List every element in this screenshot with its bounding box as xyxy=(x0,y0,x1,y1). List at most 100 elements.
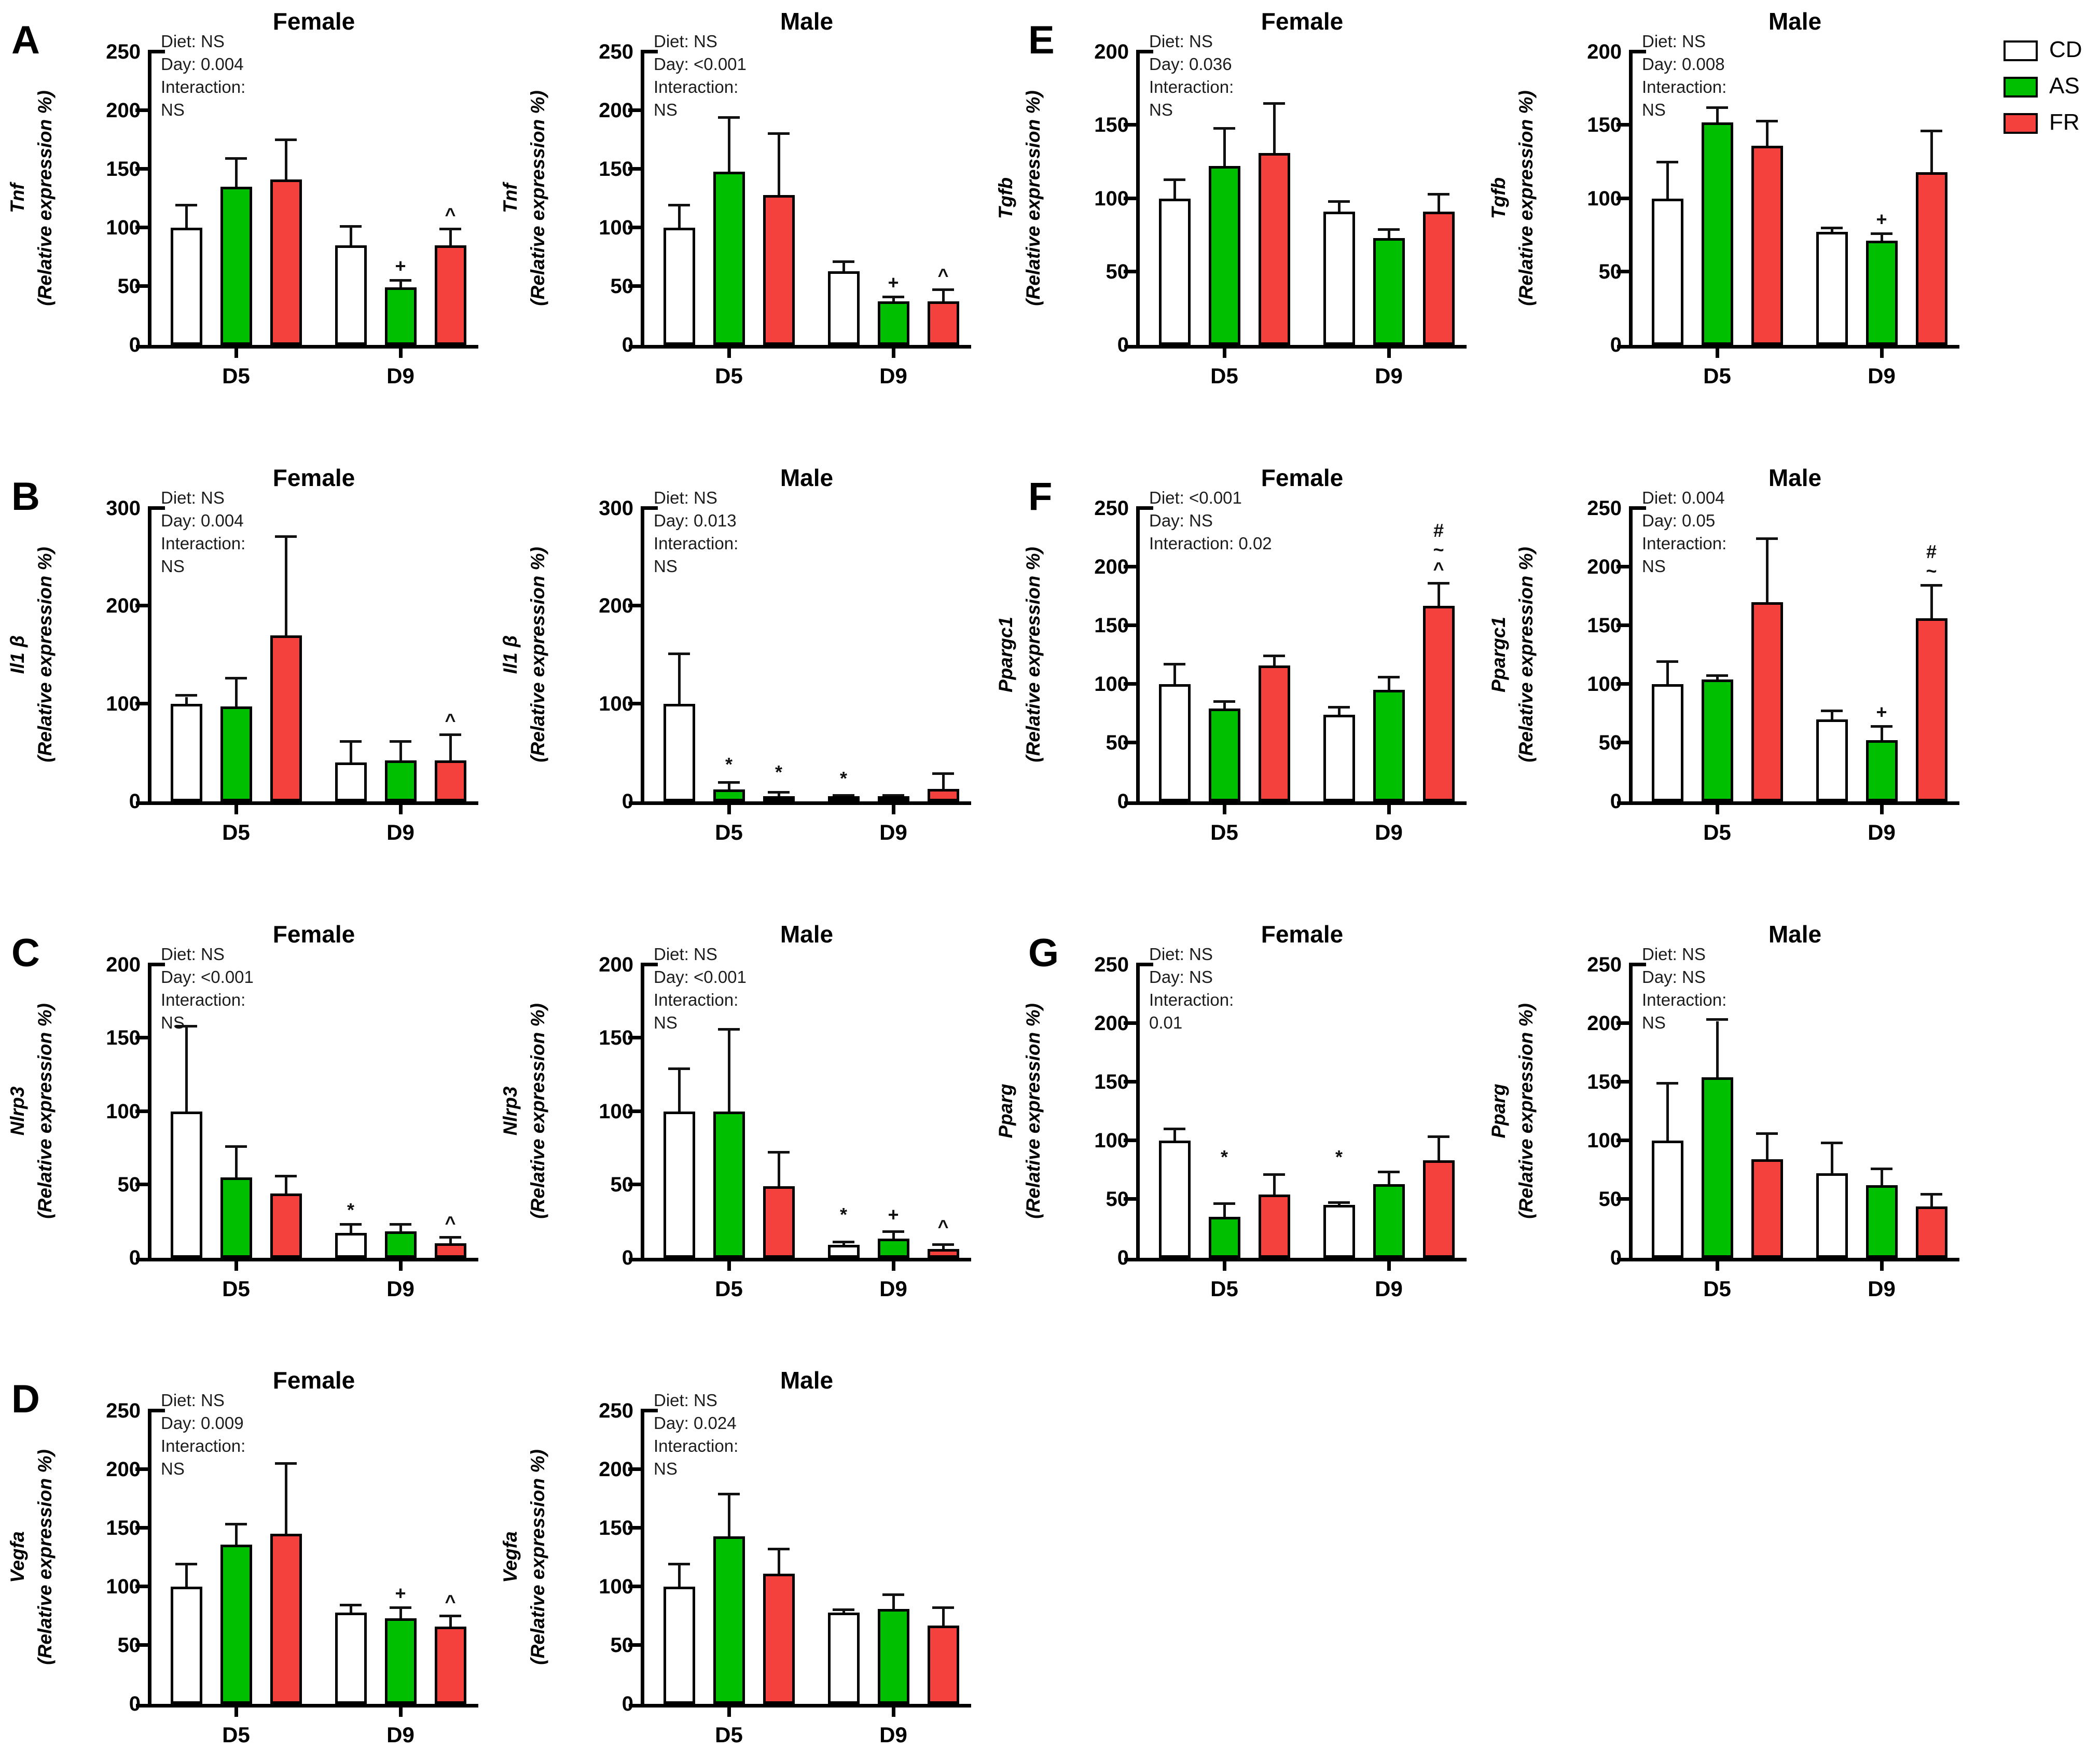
stats-line: Diet: NS xyxy=(654,1391,717,1410)
x-tick xyxy=(727,1708,731,1717)
y-tick-label: 50 xyxy=(1598,1188,1622,1211)
x-tick-label: D9 xyxy=(1375,364,1403,388)
y-tick xyxy=(1124,623,1136,627)
y-axis-top-tick xyxy=(1140,963,1153,966)
error-bar-cap xyxy=(1263,1173,1285,1176)
bar-CD-D9 xyxy=(1816,1173,1848,1258)
y-tick-label: 0 xyxy=(621,1692,633,1715)
y-tick xyxy=(1124,682,1136,686)
stats-line: NS xyxy=(1642,1013,1666,1032)
symbol-caret: ^ xyxy=(445,709,456,731)
y-tick xyxy=(628,701,641,705)
error-bar-stem xyxy=(1881,727,1883,743)
error-bar-cap xyxy=(1213,127,1235,130)
stats-line: Day: 0.036 xyxy=(1149,54,1232,74)
symbol-plus: + xyxy=(395,255,406,276)
bar-FR-D9 xyxy=(1915,172,1947,345)
y-tick-label: 0 xyxy=(621,790,633,813)
bar-CD-D5 xyxy=(663,228,695,345)
error-bar-cap xyxy=(1328,200,1350,203)
y-tick xyxy=(1617,1139,1629,1142)
bar-FR-D9 xyxy=(434,245,466,345)
y-tick-label: 200 xyxy=(599,1458,633,1481)
y-axis-top-tick xyxy=(151,506,165,510)
error-bar-stem xyxy=(728,784,730,792)
error-bar-cap xyxy=(275,1174,297,1177)
stats-line: Day: NS xyxy=(1149,511,1213,530)
y-tick xyxy=(135,1526,148,1530)
stats-block: Diet: NS Day: NS Interaction: NS xyxy=(1642,943,1932,1034)
y-tick-label: 200 xyxy=(1094,556,1129,578)
error-bar-cap xyxy=(439,1614,461,1617)
x-tick xyxy=(1716,1261,1719,1271)
bar-AS-D5 xyxy=(713,789,745,801)
error-bar-cap xyxy=(275,1462,297,1465)
y-tick xyxy=(1124,123,1136,127)
x-tick-label: D5 xyxy=(1703,1276,1731,1301)
y-tick-label: 100 xyxy=(1587,1129,1622,1152)
y-tick-label: 0 xyxy=(1117,790,1129,813)
x-tick-label: D5 xyxy=(1210,820,1238,844)
error-bar-cap xyxy=(1263,655,1285,658)
symbol-plus: + xyxy=(1876,209,1887,230)
y-tick-label: 250 xyxy=(106,1399,141,1422)
plot-area: 0 50 100 150 200 250 D5 D9 + # ~ xyxy=(1481,456,1974,844)
symbol-caret: ^ xyxy=(937,1215,949,1237)
bar-AS-D5 xyxy=(220,1177,252,1258)
bar-FR-D9 xyxy=(1422,211,1455,345)
panel-B-male: Male Diet: NS Day: 0.013 Interaction: NS Il1 … xyxy=(493,456,986,913)
y-tick-label: 200 xyxy=(1587,1012,1622,1035)
plot-area: 0 50 100 150 200 250 D5 * D9 * xyxy=(988,913,1481,1301)
symbol-asterisk: * xyxy=(775,761,782,783)
symbol-plus: + xyxy=(888,271,899,293)
y-tick-label: 200 xyxy=(1094,40,1129,63)
error-bar-stem xyxy=(778,1550,780,1576)
y-tick-label: 250 xyxy=(1094,497,1129,520)
error-bar-stem xyxy=(1831,712,1833,721)
symbol-asterisk: * xyxy=(1220,1146,1228,1168)
error-bar-stem xyxy=(1438,584,1440,608)
y-tick-label: 50 xyxy=(1106,731,1129,754)
stats-line: Diet: NS xyxy=(1149,32,1213,51)
panel-title: Male xyxy=(1768,921,1822,948)
stats-line: Day: 0.008 xyxy=(1642,54,1725,74)
error-bar-stem xyxy=(1438,1138,1440,1163)
significance-symbols: ^ xyxy=(419,205,481,224)
error-bar-cap xyxy=(1871,232,1892,235)
y-tick-label: 150 xyxy=(1587,1071,1622,1093)
bar-CD-D5 xyxy=(663,703,695,801)
y-tick xyxy=(1124,1139,1136,1142)
stats-block: Diet: NS Day: <0.001 Interaction: NS xyxy=(654,30,944,121)
significance-symbols: + xyxy=(862,273,924,292)
stats-line: Day: 0.024 xyxy=(654,1413,737,1433)
bar-AS-D9 xyxy=(384,1231,417,1258)
stats-line: Interaction: xyxy=(1642,990,1727,1009)
x-tick xyxy=(727,1261,731,1271)
error-bar-cap xyxy=(1871,1167,1892,1170)
y-tick xyxy=(135,226,148,229)
bar-AS-D5 xyxy=(220,186,252,345)
significance-symbols: # ~ xyxy=(1900,542,1963,580)
panel-G-female: Female Diet: NS Day: NS Interaction: 0.01 Ppa… xyxy=(988,913,1481,1369)
x-tick-label: D9 xyxy=(1375,1276,1403,1301)
y-tick-label: 200 xyxy=(1587,556,1622,578)
stats-line: Diet: NS xyxy=(161,1391,225,1410)
y-tick xyxy=(135,604,148,608)
error-bar-cap xyxy=(1164,662,1185,665)
x-tick-label: D9 xyxy=(1868,364,1896,388)
x-tick-label: D5 xyxy=(222,1276,250,1301)
y-tick-label: 50 xyxy=(1106,260,1129,283)
panel-letter-G: G xyxy=(1028,931,1059,975)
y-tick-label: 100 xyxy=(1587,187,1622,210)
x-tick xyxy=(234,805,238,814)
bar-AS-D9 xyxy=(384,760,417,801)
error-bar-cap xyxy=(1164,1127,1185,1130)
x-tick-label: D9 xyxy=(879,364,907,388)
x-axis-line xyxy=(1124,345,1467,349)
error-bar-stem xyxy=(942,1608,945,1628)
symbol-plus: + xyxy=(1876,701,1887,723)
error-bar-stem xyxy=(285,141,287,182)
y-tick-label: 0 xyxy=(129,1246,141,1269)
stats-line: Interaction: xyxy=(654,77,739,96)
panel-D-female: Female Diet: NS Day: 0.009 Interaction: NS Ve… xyxy=(0,1359,493,1763)
